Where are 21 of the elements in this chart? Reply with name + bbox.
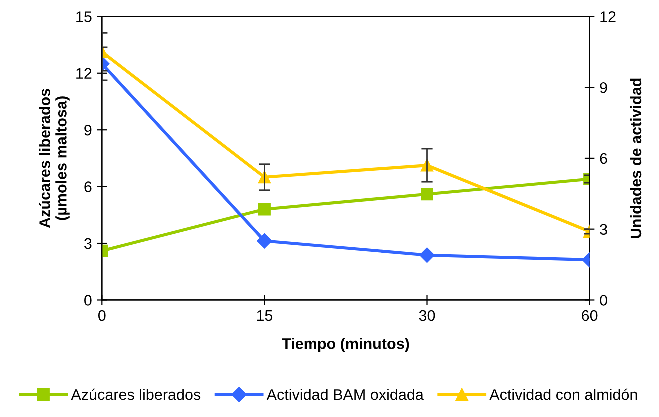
x-tick-label: 0 [98,310,106,322]
x-tick-label: 60 [582,310,598,322]
y-tick-label: 9 [84,124,92,136]
y2-axis-title: Unidades de actividad [630,78,642,238]
y-axis-title: Azúcares liberados (µmoles maltosa) [39,89,70,228]
x-tick-label: 30 [419,310,436,322]
y2-tick-label: 0 [600,295,608,306]
x-axis-title: Tiempo (minutos) [282,338,410,352]
y2-tick-label: 6 [600,153,608,164]
y-tick-label: 12 [76,68,92,79]
legend-label: Actividad BAM oxidada [266,389,424,400]
y-tick-label: 15 [76,12,92,22]
y2-tick-label: 3 [600,224,608,236]
y2-tick-label: 12 [600,12,616,22]
legend-label: Actividad con almidón [490,388,638,400]
y-tick-label: 6 [84,182,92,192]
x-tick-label: 15 [257,310,273,322]
legend-label: Azúcares liberados [71,388,201,400]
y2-tick-label: 9 [600,82,608,94]
y-tick-label: 3 [84,238,92,250]
y-tick-label: 0 [84,295,92,306]
